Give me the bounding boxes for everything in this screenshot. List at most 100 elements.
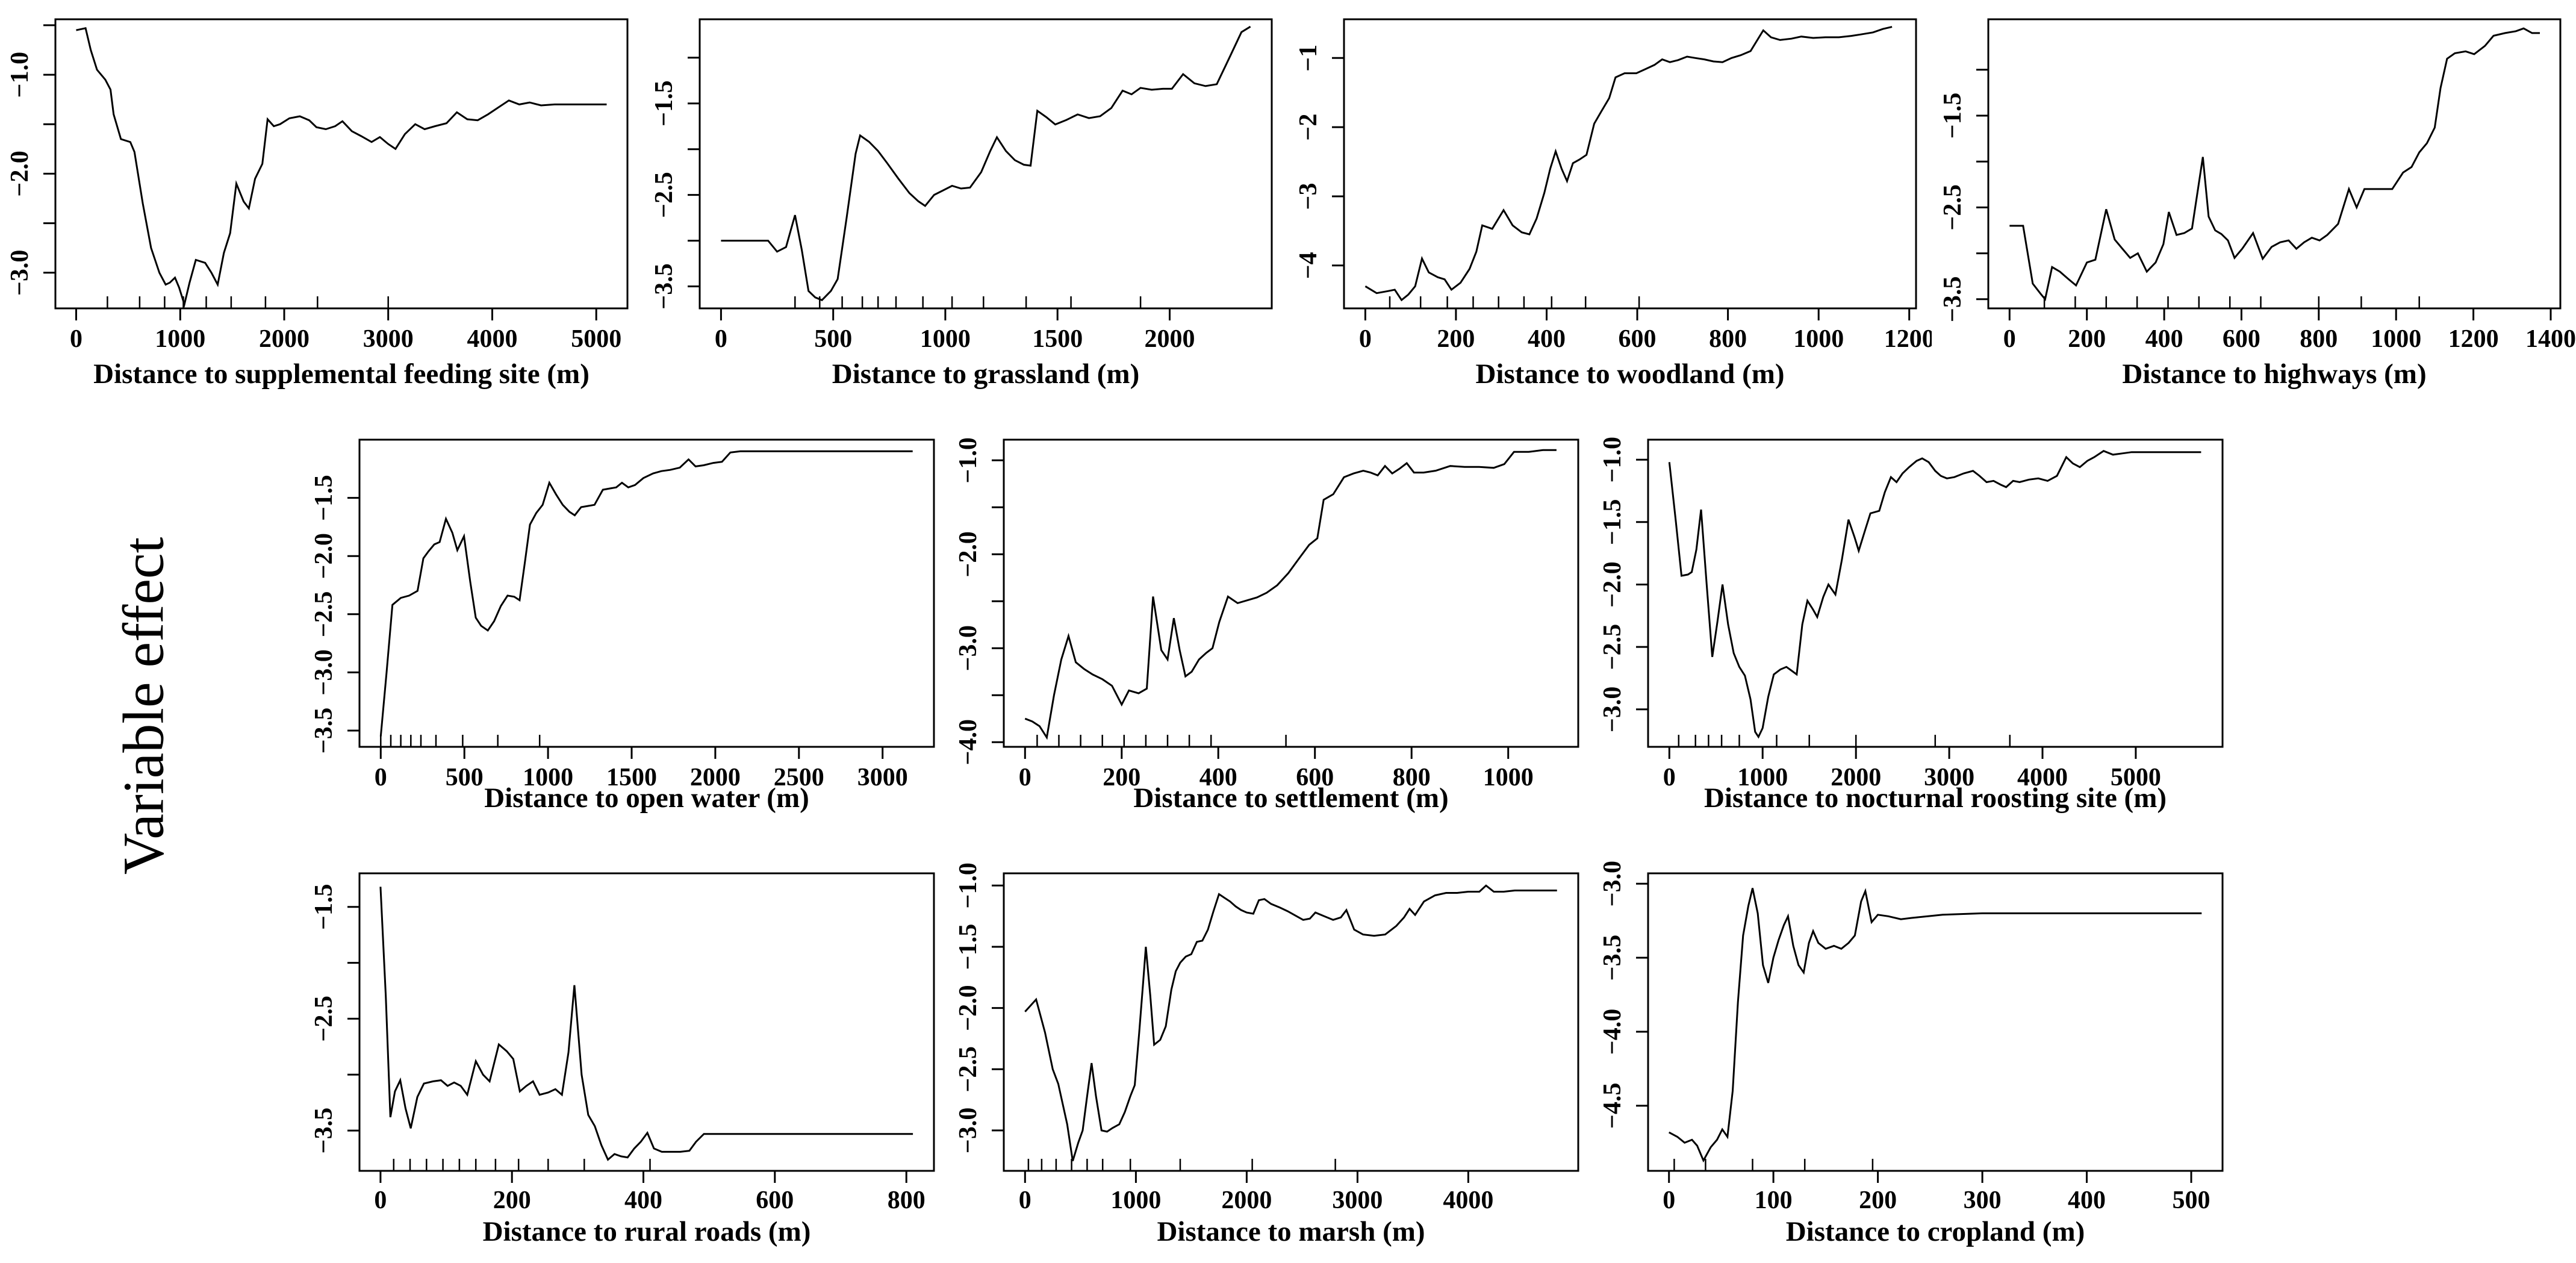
plot-box — [1003, 438, 1579, 748]
x-tick-label: 1000 — [1110, 1187, 1161, 1214]
y-tick-label: −1.0 — [954, 862, 982, 908]
x-tick-label: 3000 — [363, 325, 414, 353]
plot-box — [1343, 18, 1917, 310]
x-tick-label: 800 — [1709, 325, 1747, 353]
chart-canvas: 0 500 1000 1500 2000 −1.5 −2.5 −3.5 — [650, 18, 1273, 353]
effect-curve — [379, 887, 913, 1161]
x-tick-label: 400 — [1528, 325, 1566, 353]
x-tick-label: 800 — [2300, 325, 2338, 353]
plot-nocturnal-roosting-site: Distance to nocturnal roosting site (m) … — [1593, 414, 2238, 843]
plot-box — [1647, 872, 2224, 1172]
plot-box — [1003, 872, 1579, 1172]
x-tick-label: 2000 — [1831, 764, 1881, 791]
x-tick-label: 1200 — [2448, 325, 2499, 353]
chart-canvas: 0 200 400 600 800 1000 1200 −1 −2 −3 −4 — [1295, 18, 1932, 353]
x-tick-label: 1500 — [1032, 325, 1083, 353]
y-tick-label: −2.5 — [1939, 184, 1967, 230]
x-tick-label: 4000 — [2017, 764, 2068, 791]
x-tick-label: 200 — [1859, 1187, 1897, 1214]
x-tick-label: 400 — [624, 1187, 662, 1214]
y-tick-label: −4.0 — [954, 719, 982, 765]
y-tick-label: −3.5 — [1939, 276, 1967, 322]
plot-highways: Distance to highways (m) 0 200 400 600 800 10… — [1933, 1, 2576, 399]
chart-canvas: 0 100 200 300 400 500 −3.0 −3.5 −4.0 −4.5 — [1599, 861, 2224, 1214]
y-tick-label: −1.5 — [310, 475, 338, 520]
effect-curve — [1024, 449, 1557, 740]
effect-curve — [721, 25, 1251, 302]
x-tick-label: 1000 — [1793, 325, 1844, 353]
y-tick-label: −2.0 — [310, 533, 338, 579]
x-tick-label: 500 — [814, 325, 852, 353]
x-tick-label: 0 — [374, 1187, 387, 1214]
effect-curve — [379, 450, 913, 737]
x-tick-label: 800 — [1393, 764, 1431, 791]
plot-marsh: Distance to marsh (m) 0 1000 2000 3000 4000 −… — [948, 840, 1594, 1263]
x-axis-title: Distance to supplemental feeding site (m… — [93, 358, 590, 390]
x-tick-label: 1000 — [1483, 764, 1534, 791]
chart-canvas: 0 1000 2000 3000 4000 −1.0 −1.5 −2.0 −2.5 −3.0 — [954, 862, 1579, 1214]
y-tick-label: −3.5 — [310, 708, 338, 753]
y-tick-label: −4.5 — [1599, 1083, 1626, 1129]
x-tick-label: 2000 — [259, 325, 310, 353]
x-tick-label: 1200 — [1884, 325, 1932, 353]
y-tick-label: −1 — [1295, 45, 1322, 72]
x-tick-label: 0 — [1019, 1187, 1031, 1214]
y-tick-label: −2.0 — [6, 151, 34, 196]
x-axis-title: Distance to grassland (m) — [832, 358, 1140, 390]
plot-box — [698, 18, 1273, 310]
x-tick-label: 0 — [1663, 1187, 1675, 1214]
chart-canvas: 0 200 400 600 800 1000 −1.0 −2.0 −3.0 −4.0 — [954, 437, 1579, 791]
x-tick-label: 300 — [1964, 1187, 2002, 1214]
x-axis-title: Distance to marsh (m) — [1157, 1216, 1425, 1247]
y-tick-label: −3.0 — [954, 1108, 982, 1153]
x-tick-label: 600 — [1296, 764, 1334, 791]
x-tick-label: 1000 — [920, 325, 971, 353]
x-tick-label: 500 — [446, 764, 484, 791]
x-tick-label: 0 — [2003, 325, 2016, 353]
x-tick-label: 0 — [70, 325, 82, 353]
x-tick-label: 1000 — [155, 325, 205, 353]
x-axis-title: Distance to settlement (m) — [1133, 782, 1449, 814]
y-tick-label: −2.5 — [954, 1046, 982, 1092]
y-tick-label: −1.5 — [650, 80, 678, 126]
effect-curve — [1668, 888, 2202, 1163]
chart-canvas: 0 200 400 600 800 1000 1200 1400 −1.5 −2.5 −3.5 — [1939, 18, 2576, 353]
x-axis-title: Distance to open water (m) — [484, 782, 809, 814]
x-tick-label: 2500 — [774, 764, 824, 791]
y-tick-label: −3.0 — [1599, 687, 1626, 732]
plot-box — [358, 438, 935, 748]
x-tick-label: 2000 — [1145, 325, 1195, 353]
x-tick-label: 5000 — [571, 325, 621, 353]
plot-box — [1647, 438, 2224, 748]
y-tick-label: −2 — [1295, 114, 1322, 141]
y-tick-label: −2.0 — [1599, 561, 1626, 607]
plot-rural-roads: Distance to rural roads (m) 0 200 400 600 80… — [304, 840, 950, 1263]
x-tick-label: 0 — [715, 325, 727, 353]
x-axis-title: Distance to cropland (m) — [1785, 1216, 2085, 1247]
y-tick-label: −3.5 — [310, 1108, 338, 1153]
x-tick-label: 200 — [2068, 325, 2106, 353]
x-tick-label: 200 — [1437, 325, 1475, 353]
x-tick-label: 200 — [493, 1187, 531, 1214]
y-tick-label: −2.0 — [954, 985, 982, 1031]
effect-curve — [76, 27, 607, 308]
y-tick-label: −3.5 — [1599, 935, 1626, 981]
plot-settlement: Distance to settlement (m) 0 200 400 600 800… — [948, 414, 1594, 843]
plot-supplemental-feeding-site: Distance to supplemental feeding site (m… — [0, 1, 643, 399]
x-tick-label: 2000 — [690, 764, 741, 791]
x-tick-label: 500 — [2173, 1187, 2210, 1214]
y-tick-label: −2.5 — [650, 172, 678, 217]
y-tick-label: −3.5 — [650, 263, 678, 309]
x-tick-label: 5000 — [2111, 764, 2161, 791]
y-tick-label: −1.5 — [310, 884, 338, 929]
x-axis-title: Distance to nocturnal roosting site (m) — [1703, 782, 2167, 814]
chart-canvas: 0 1000 2000 3000 4000 5000 −1.0 −1.5 −2.0 −2.5 −3.… — [1599, 437, 2224, 791]
x-tick-label: 3000 — [1924, 764, 1974, 791]
x-tick-label: 1000 — [523, 764, 573, 791]
x-tick-label: 600 — [1619, 325, 1657, 353]
y-tick-label: −2.5 — [310, 591, 338, 637]
y-axis-title: Variable effect — [111, 537, 176, 875]
plot-cropland: Distance to cropland (m) 0 100 200 300 400 50… — [1593, 840, 2238, 1263]
chart-canvas: 0 500 1000 1500 2000 2500 3000 −1.5 −2.0 −2.5 −3.0… — [310, 438, 935, 791]
